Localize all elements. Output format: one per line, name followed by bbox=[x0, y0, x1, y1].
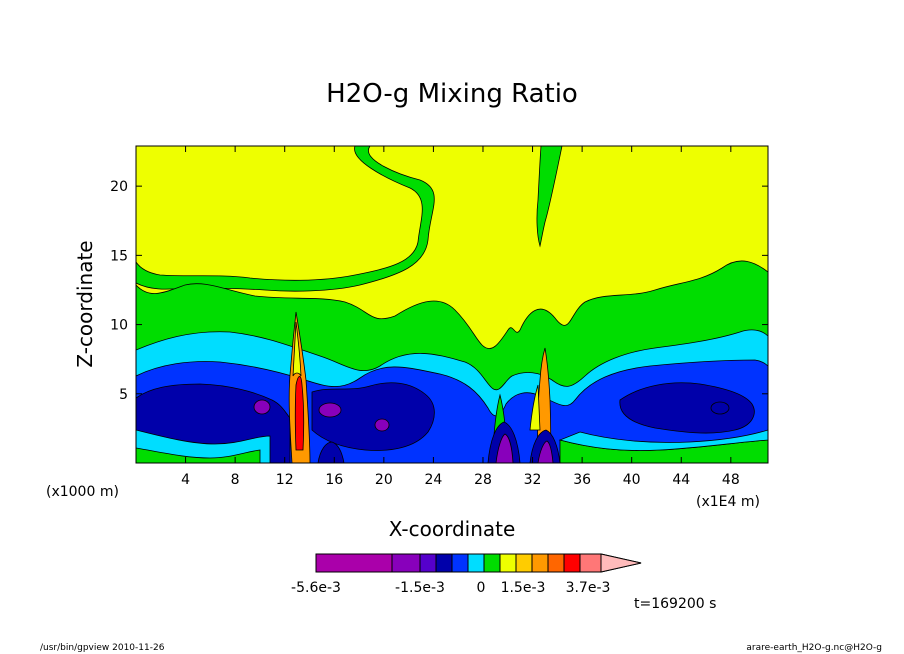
contour-bottom-green bbox=[136, 447, 261, 463]
x-tick-label: 28 bbox=[474, 472, 492, 488]
colorbar-segment bbox=[531, 553, 549, 573]
contour-purple-core-4 bbox=[537, 440, 554, 463]
contour-purple-spot-1 bbox=[253, 399, 271, 415]
x-axis: 4 8 12 16 20 24 28 32 36 40 44 48 bbox=[181, 146, 740, 488]
colorbar-label: 0 bbox=[477, 580, 486, 596]
colorbar-extend-arrow bbox=[600, 553, 642, 573]
contour-purple-core-2 bbox=[495, 433, 514, 463]
y-tick-label: 20 bbox=[110, 179, 128, 195]
colorbar-segment bbox=[547, 553, 565, 573]
colorbar-segment bbox=[499, 553, 517, 573]
chart-title: H2O-g Mixing Ratio bbox=[326, 79, 578, 109]
contour-purple-spot-3 bbox=[374, 418, 390, 432]
contour-updraft-left-yellow bbox=[292, 321, 302, 377]
contour-purple-spot-2 bbox=[318, 402, 342, 418]
contour-navy-band-3 bbox=[619, 382, 755, 434]
colorbar bbox=[315, 553, 642, 573]
contour-purple-spot-4 bbox=[710, 401, 730, 415]
colorbar-segment bbox=[515, 553, 533, 573]
contour-yellow-gap bbox=[136, 146, 423, 281]
x-tick-label: 40 bbox=[623, 472, 641, 488]
colorbar-label: 1.5e-3 bbox=[501, 580, 546, 596]
colorbar-segment bbox=[451, 553, 469, 573]
x-tick-label: 36 bbox=[573, 472, 591, 488]
contour-purple-core-5 bbox=[317, 441, 345, 463]
plot-frame bbox=[135, 145, 769, 464]
colorbar-segment bbox=[563, 553, 581, 573]
colorbar-segment bbox=[483, 553, 501, 573]
contour-updraft-right-yellow bbox=[529, 384, 541, 431]
x-tick-label: 12 bbox=[276, 472, 294, 488]
y-axis-label: Z-coordinate bbox=[73, 240, 97, 367]
x-tick-label: 44 bbox=[672, 472, 690, 488]
contour-green-streak bbox=[536, 146, 563, 248]
colorbar-label: 3.7e-3 bbox=[566, 580, 611, 596]
footer-right: arare-earth_H2O-g.nc@H2O-g bbox=[746, 643, 882, 653]
y-axis: 5 10 15 20 bbox=[110, 179, 768, 403]
x-tick-label: 8 bbox=[231, 472, 240, 488]
x-axis-label: X-coordinate bbox=[389, 517, 516, 541]
time-label: t=169200 s bbox=[634, 596, 716, 612]
x-tick-label: 16 bbox=[325, 472, 343, 488]
x-unit-left: (x1000 m) bbox=[46, 484, 119, 500]
colorbar-segment bbox=[419, 553, 437, 573]
y-tick-label: 15 bbox=[110, 248, 128, 264]
y-tick-label: 10 bbox=[110, 318, 128, 334]
colorbar-segment bbox=[435, 553, 453, 573]
colorbar-label: -1.5e-3 bbox=[395, 580, 445, 596]
contour-updraft-left-red bbox=[294, 375, 305, 451]
colorbar-label: -5.6e-3 bbox=[291, 580, 341, 596]
footer-left: /usr/bin/gpview 2010-11-26 bbox=[40, 643, 165, 653]
colorbar-segment bbox=[315, 553, 393, 573]
x-tick-label: 20 bbox=[375, 472, 393, 488]
colorbar-segment bbox=[467, 553, 485, 573]
colorbar-labels: -5.6e-3 -1.5e-3 0 1.5e-3 3.7e-3 bbox=[291, 580, 610, 596]
colorbar-segment bbox=[391, 553, 421, 573]
x-unit-right: (x1E4 m) bbox=[696, 494, 760, 510]
x-tick-label: 32 bbox=[524, 472, 542, 488]
x-tick-label: 4 bbox=[181, 472, 190, 488]
x-tick-label: 24 bbox=[424, 472, 442, 488]
contour-field bbox=[136, 146, 768, 463]
contour-navy-band-2 bbox=[311, 382, 435, 451]
y-tick-label: 5 bbox=[119, 387, 128, 403]
x-tick-label: 48 bbox=[722, 472, 740, 488]
